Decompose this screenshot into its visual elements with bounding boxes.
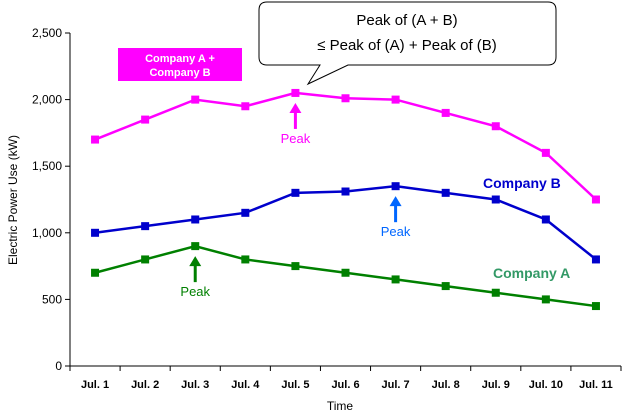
callout-line2: ≤ Peak of (A) + Peak of (B) <box>317 37 497 54</box>
series-group <box>91 88 600 311</box>
data-point <box>541 295 550 304</box>
callout-bubble <box>258 1 557 86</box>
data-point <box>141 255 150 264</box>
x-axis-label: Time <box>327 399 354 413</box>
x-axis-ticks: Jul. 1 Jul. 2 Jul. 3 Jul. 4 Jul. 5 Jul. 6 Jul.… <box>69 366 622 391</box>
y-axis-label: Electric Power Use (kW) <box>6 135 20 265</box>
data-point <box>191 215 200 224</box>
data-point <box>91 268 100 277</box>
data-point <box>491 122 500 131</box>
data-point <box>341 94 350 103</box>
annotations: Peak Peak Peak <box>180 102 411 299</box>
data-point <box>291 88 300 97</box>
y-tick-label: 0 <box>55 359 62 373</box>
data-point <box>591 302 600 311</box>
data-point <box>441 108 450 117</box>
data-point <box>141 115 150 124</box>
x-tick-label: Jul. 3 <box>181 379 209 391</box>
peak-arrow-head <box>389 196 402 207</box>
combined-series-label-box <box>118 48 242 81</box>
x-tick-label: Jul. 9 <box>482 379 510 391</box>
combined-series-label-line1: Company A + <box>145 53 215 65</box>
data-point <box>241 208 250 217</box>
data-point <box>241 255 250 264</box>
x-tick-label: Jul. 6 <box>331 379 359 391</box>
data-point <box>541 148 550 157</box>
data-point <box>491 195 500 204</box>
data-point <box>341 268 350 277</box>
company-b-label: Company B <box>483 175 561 191</box>
data-point <box>141 222 150 231</box>
x-tick-label: Jul. 11 <box>579 379 613 391</box>
data-point <box>541 215 550 224</box>
data-point <box>191 242 200 251</box>
data-point <box>291 188 300 197</box>
data-point <box>441 282 450 291</box>
series-line <box>94 184 597 261</box>
x-tick-label: Jul. 5 <box>281 379 309 391</box>
data-point <box>591 195 600 204</box>
y-tick-label: 1,000 <box>32 226 62 240</box>
y-tick-label: 500 <box>42 292 62 306</box>
x-tick-label: Jul. 4 <box>231 379 260 391</box>
company-a-label: Company A <box>493 265 570 281</box>
data-point <box>391 275 400 284</box>
y-tick-label: 2,000 <box>32 93 62 107</box>
peak-label: Peak <box>381 224 411 239</box>
combined-series-label: Company A + Company B <box>118 48 242 81</box>
x-tick-label: Jul. 2 <box>131 379 159 391</box>
peak-label: Peak <box>180 284 210 299</box>
data-point <box>291 262 300 271</box>
data-point <box>241 102 250 111</box>
x-tick-label: Jul. 10 <box>529 379 563 391</box>
y-tick-label: 1,500 <box>32 159 62 173</box>
combined-series-label-line2: Company B <box>149 67 210 79</box>
peak-arrow-head <box>189 256 202 267</box>
data-point <box>91 135 100 144</box>
x-tick-label: Jul. 7 <box>382 379 410 391</box>
data-point <box>91 228 100 237</box>
data-point <box>191 95 200 104</box>
data-point <box>591 255 600 264</box>
peak-arrow-head <box>289 102 302 113</box>
callout-line1: Peak of (A + B) <box>356 12 457 29</box>
data-point <box>441 188 450 197</box>
data-point <box>391 182 400 191</box>
data-point <box>491 288 500 297</box>
y-axis-ticks: 0 500 1,000 1,500 2,000 2,500 <box>32 26 70 373</box>
x-tick-label: Jul. 8 <box>432 379 460 391</box>
data-point <box>341 187 350 196</box>
peak-callout: Peak of (A + B) ≤ Peak of (A) + Peak of … <box>258 1 557 86</box>
x-tick-label: Jul. 1 <box>81 379 109 391</box>
peak-label: Peak <box>281 131 311 146</box>
data-point <box>391 95 400 104</box>
y-tick-label: 2,500 <box>32 26 62 40</box>
axes <box>69 33 621 367</box>
